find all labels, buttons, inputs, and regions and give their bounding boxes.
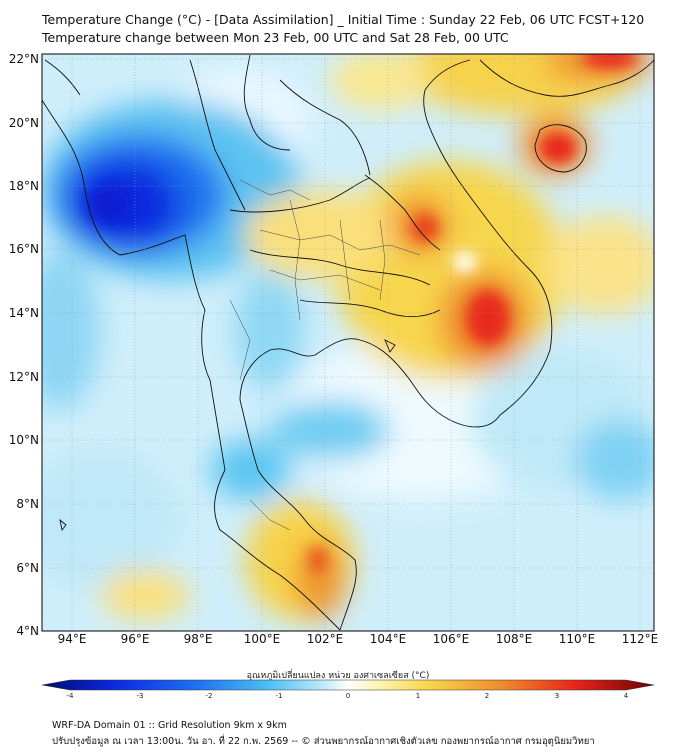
footer-credit: ปรับปรุงข้อมูล ณ เวลา 13:00น. วัน อา. ที… <box>52 736 595 747</box>
province-borders <box>229 179 421 531</box>
lat-label: 10°N <box>8 433 39 447</box>
colorbar-tick: -1 <box>275 692 283 700</box>
temperature-map <box>41 53 655 632</box>
temperature-field <box>42 54 654 631</box>
lat-label: 20°N <box>8 116 39 130</box>
colorbar-tick: -4 <box>66 692 74 700</box>
colorbar-tick: 0 <box>345 692 351 700</box>
colorbar-tick: -3 <box>136 692 144 700</box>
colorbar-tick: 1 <box>415 692 421 700</box>
lat-label: 22°N <box>8 52 39 66</box>
graticule <box>42 54 654 631</box>
lat-label: 8°N <box>16 497 39 511</box>
lat-label: 14°N <box>8 306 39 320</box>
chart-title: Temperature Change (°C) - [Data Assimila… <box>42 12 645 27</box>
lon-label: 110°E <box>558 632 596 646</box>
map-frame <box>41 53 655 632</box>
colorbar-tick: 3 <box>554 692 560 700</box>
lon-label: 104°E <box>369 632 407 646</box>
lon-label: 100°E <box>243 632 281 646</box>
lon-label: 96°E <box>120 632 150 646</box>
lon-label: 102°E <box>306 632 344 646</box>
lat-label: 6°N <box>16 561 39 575</box>
lat-label: 18°N <box>8 179 39 193</box>
lon-label: 112°E <box>621 632 659 646</box>
footer-model-info: WRF-DA Domain 01 :: Grid Resolution 9km … <box>52 720 287 731</box>
coastlines <box>42 54 654 631</box>
lon-label: 108°E <box>495 632 533 646</box>
colorbar-tick: -2 <box>205 692 213 700</box>
lat-label: 4°N <box>16 624 39 638</box>
colorbar-title: อุณหภูมิเปลี่ยนแปลง หน่วย องศาเซลเซียส (… <box>246 671 430 681</box>
lon-label: 98°E <box>183 632 213 646</box>
lon-label: 94°E <box>57 632 87 646</box>
colorbar-tick: 2 <box>484 692 490 700</box>
colorbar-tick: 4 <box>623 692 629 700</box>
lon-label: 106°E <box>432 632 470 646</box>
lat-label: 16°N <box>8 242 39 256</box>
lat-label: 12°N <box>8 370 39 384</box>
chart-subtitle: Temperature change between Mon 23 Feb, 0… <box>42 30 509 45</box>
